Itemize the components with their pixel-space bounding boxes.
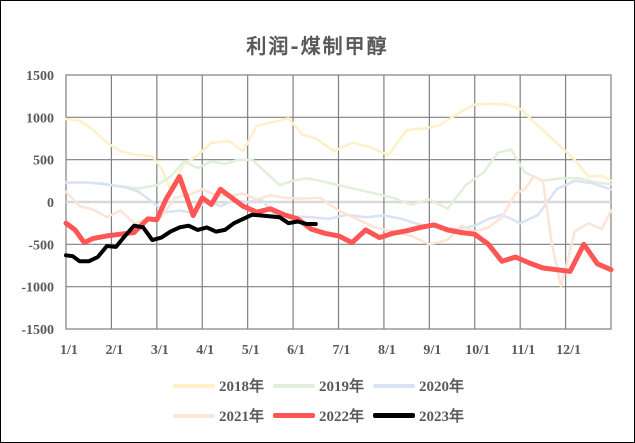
y-tick-label: 1500 xyxy=(26,69,54,84)
legend-item: 2022年 xyxy=(273,405,364,426)
x-tick-label: 8/1 xyxy=(378,343,396,358)
x-tick-label: 6/1 xyxy=(287,343,305,358)
legend-label: 2021年 xyxy=(219,409,265,425)
legend-item: 2020年 xyxy=(373,375,464,396)
legend-label: 2018年 xyxy=(219,379,265,395)
x-tick-label: 9/1 xyxy=(423,343,441,358)
y-axis-ticks: 1500 1000 500 0 -500 -1000 -1500 xyxy=(21,69,54,338)
legend-swatch xyxy=(373,413,415,418)
legend-item: 2023年 xyxy=(373,405,464,426)
legend-label: 2023年 xyxy=(419,409,465,425)
legend-label: 2022年 xyxy=(319,409,365,425)
chart-title: 利润-煤制甲醇 xyxy=(246,34,389,58)
y-tick-label: 500 xyxy=(33,154,54,169)
legend-item: 2018年 xyxy=(173,375,264,396)
x-tick-label: 2/1 xyxy=(105,343,123,358)
legend-swatch xyxy=(173,413,215,418)
x-tick-label: 3/1 xyxy=(151,343,169,358)
y-tick-label: -1500 xyxy=(21,323,54,338)
x-tick-label: 12/1 xyxy=(556,343,581,358)
y-tick-label: -500 xyxy=(28,238,54,253)
legend-swatch xyxy=(173,383,215,388)
legend-item: 2019年 xyxy=(273,375,364,396)
x-tick-label: 1/1 xyxy=(60,343,78,358)
x-tick-label: 4/1 xyxy=(196,343,214,358)
series-line xyxy=(63,174,614,274)
x-tick-label: 5/1 xyxy=(242,343,260,358)
x-tick-label: 7/1 xyxy=(333,343,351,358)
legend-swatch xyxy=(273,383,315,388)
series-line xyxy=(64,102,613,191)
legend-label: 2019年 xyxy=(319,379,365,395)
x-tick-label: 11/1 xyxy=(511,343,535,358)
legend-swatch xyxy=(373,383,415,388)
y-tick-label: -1000 xyxy=(21,281,54,296)
legend-swatch xyxy=(273,413,315,418)
x-axis-ticks: 1/1 2/1 3/1 4/1 5/1 6/1 7/1 8/1 9/1 10/1 11/1 12/1 xyxy=(60,343,581,358)
legend-label: 2020年 xyxy=(419,379,465,395)
legend-item: 2021年 xyxy=(173,405,264,426)
data-series xyxy=(63,102,614,288)
series-line xyxy=(64,212,318,264)
x-tick-label: 10/1 xyxy=(465,343,490,358)
grid-lines xyxy=(65,74,612,330)
series-line xyxy=(64,179,613,231)
series-line xyxy=(64,148,613,211)
y-tick-label: 1000 xyxy=(26,111,54,126)
y-tick-label: 0 xyxy=(47,196,54,211)
